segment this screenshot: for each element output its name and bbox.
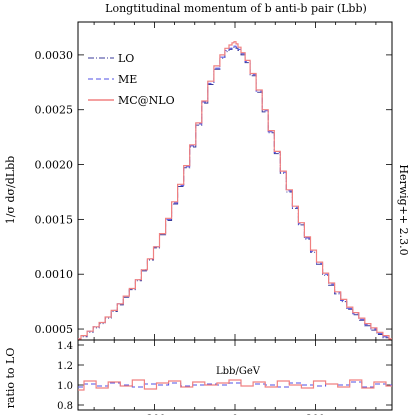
main-y-tick-label: 0.0005 xyxy=(35,323,74,336)
chart-title: Longtitudinal momentum of b anti-b pair … xyxy=(105,2,367,15)
main-y-tick-label: 0.0020 xyxy=(35,159,74,172)
ratio-y-axis-label: ratio to LO xyxy=(4,348,17,409)
ratio-series-me xyxy=(78,381,392,388)
legend-label: LO xyxy=(118,52,134,65)
main-y-tick-label: 0.0015 xyxy=(35,213,74,226)
main-y-axis-label: 1/σ dσ/dLbb xyxy=(4,156,17,224)
main-y-tick-label: 0.0025 xyxy=(35,104,74,117)
main-y-tick-label: 0.0030 xyxy=(35,49,74,62)
ratio-y-tick-label: 1.0 xyxy=(57,381,73,392)
legend-label: MC@NLO xyxy=(118,94,175,107)
ratio-y-tick-label: 0.8 xyxy=(57,401,73,412)
side-label: Herwig++ 2.3.0 xyxy=(397,164,410,255)
ratio-plot-panel: -20002000.81.01.21.4 xyxy=(57,339,393,415)
legend-label: ME xyxy=(118,73,137,86)
main-plot-panel: 0.0005 0.0010 0.0015 0.0020 0.0025 0.0030 xyxy=(35,21,393,341)
legend: LO ME MC@NLO xyxy=(88,52,175,107)
ratio-series-mc-nlo xyxy=(78,379,392,391)
ratio-y-tick-label: 1.4 xyxy=(57,341,73,352)
main-series-mc-nlo xyxy=(78,41,392,340)
x-axis-label: Lbb/GeV xyxy=(216,366,261,377)
main-frame xyxy=(77,21,393,341)
main-y-tick-label: 0.0010 xyxy=(35,268,74,281)
main-series-lo xyxy=(78,46,390,340)
ratio-y-tick-label: 1.2 xyxy=(57,361,73,372)
